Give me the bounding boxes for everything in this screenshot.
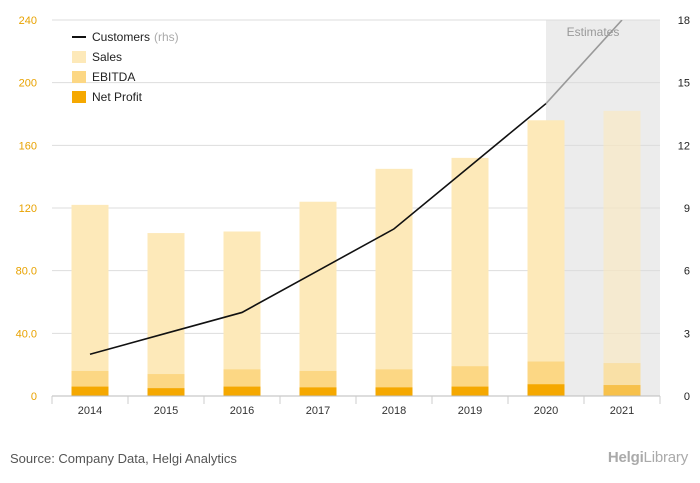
bar-net-profit bbox=[375, 387, 413, 396]
bar-net-profit bbox=[71, 386, 109, 396]
bar-net-profit bbox=[299, 387, 337, 396]
right-tick-label: 18 bbox=[678, 15, 690, 27]
right-tick-label: 15 bbox=[678, 78, 690, 90]
estimates-label: Estimates bbox=[567, 25, 620, 39]
bar-sales bbox=[71, 204, 109, 396]
right-tick-label: 0 bbox=[684, 391, 690, 403]
logo-bold: Helgi bbox=[607, 449, 644, 466]
bar-net-profit bbox=[147, 388, 185, 396]
left-tick-label: 0 bbox=[31, 391, 37, 403]
bar-net-profit bbox=[603, 385, 641, 396]
bar-sales bbox=[603, 110, 641, 396]
right-tick-label: 12 bbox=[678, 140, 690, 152]
x-tick-label: 2015 bbox=[154, 405, 178, 417]
bar-net-profit bbox=[223, 386, 261, 396]
x-tick-label: 2019 bbox=[458, 405, 482, 417]
legend-suffix: (rhs) bbox=[154, 30, 179, 44]
left-tick-label: 40.0 bbox=[16, 328, 37, 340]
left-tick-label: 200 bbox=[19, 78, 37, 90]
x-tick-label: 2020 bbox=[534, 405, 558, 417]
x-tick-label: 2017 bbox=[306, 405, 330, 417]
bar-sales bbox=[299, 201, 337, 396]
legend-label: Net Profit bbox=[92, 90, 143, 104]
bar-net-profit bbox=[527, 384, 565, 396]
chart: Estimates 0 40.0 80.0 120 160 200 240 0 3 6 9 12 15 18… bbox=[16, 15, 690, 417]
x-tick-label: 2021 bbox=[610, 405, 634, 417]
bar-sales bbox=[147, 233, 185, 396]
left-tick-label: 80.0 bbox=[16, 266, 37, 278]
legend-label: EBITDA bbox=[92, 70, 135, 84]
legend-swatch-box bbox=[72, 71, 86, 83]
logo-rest: Library bbox=[643, 449, 689, 466]
source-note: Source: Company Data, Helgi Analytics bbox=[10, 451, 237, 466]
helgi-library-logo: HelgiLibrary bbox=[608, 449, 688, 466]
bar-sales bbox=[223, 231, 261, 396]
left-tick-label: 120 bbox=[19, 203, 37, 215]
bar-sales bbox=[451, 157, 489, 396]
x-tick-label: 2014 bbox=[78, 405, 102, 417]
line-customers-estimate bbox=[545, 20, 623, 105]
bar-sales bbox=[375, 168, 413, 396]
left-tick-label: 240 bbox=[19, 15, 37, 27]
right-tick-label: 9 bbox=[684, 203, 690, 215]
line-customers-actual bbox=[89, 102, 547, 355]
x-tick-label: 2016 bbox=[230, 405, 254, 417]
left-tick-label: 160 bbox=[19, 140, 37, 152]
bar-sales bbox=[527, 120, 565, 397]
legend-label: Customers (rhs) bbox=[92, 30, 179, 44]
legend-swatch-box bbox=[72, 91, 86, 103]
bar-net-profit bbox=[451, 386, 489, 396]
right-tick-label: 6 bbox=[684, 266, 690, 278]
legend-swatch-box bbox=[72, 51, 86, 63]
legend-label: Sales bbox=[92, 50, 122, 64]
right-tick-label: 3 bbox=[684, 328, 690, 340]
x-tick-label: 2018 bbox=[382, 405, 406, 417]
